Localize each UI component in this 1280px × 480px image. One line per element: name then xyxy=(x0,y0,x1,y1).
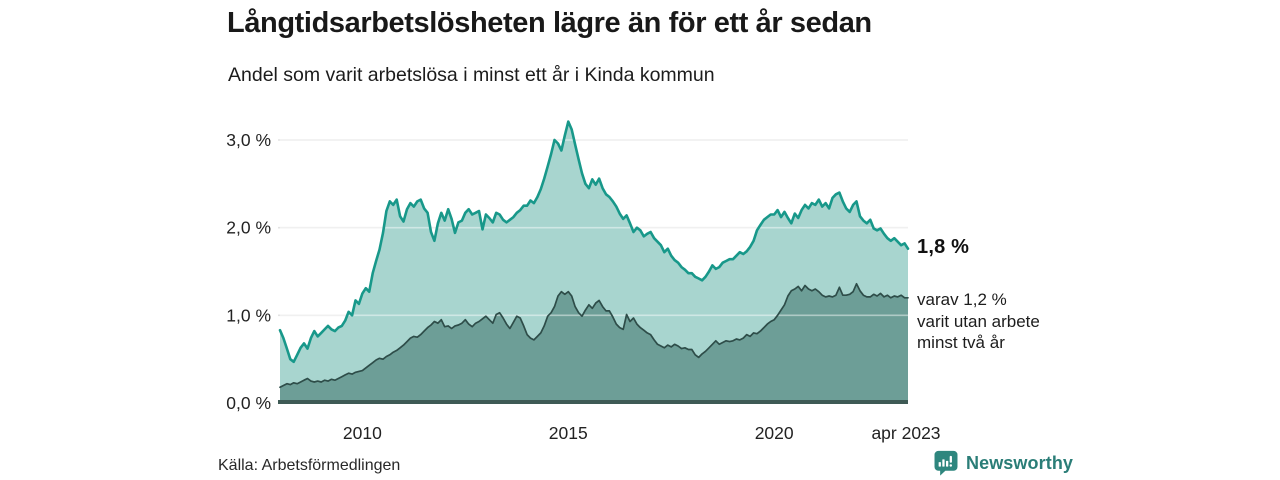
chart-title: Långtidsarbetslösheten lägre än för ett … xyxy=(227,7,872,39)
source-attribution: Källa: Arbetsförmedlingen xyxy=(218,457,401,474)
y-tick-label: 2,0 % xyxy=(226,218,271,238)
x-axis-line xyxy=(278,400,908,404)
series-sub-annotation: varav 1,2 % varit utan arbete minst två … xyxy=(917,289,1040,354)
sub-annotation-line-1: varav 1,2 % xyxy=(917,290,1007,309)
x-tick-label: 2015 xyxy=(549,423,588,443)
series-line-two-years xyxy=(279,282,909,389)
y-tick-label: 0,0 % xyxy=(226,393,271,413)
sub-annotation-line-3: minst två år xyxy=(917,333,1005,352)
newsworthy-brand: Newsworthy xyxy=(933,450,1073,476)
series-line-total xyxy=(278,120,910,364)
newsworthy-bars-bubble-icon xyxy=(934,450,958,476)
series-end-value-label: 1,8 % xyxy=(917,236,970,258)
x-tick-label: 2020 xyxy=(755,423,794,443)
y-tick-label: 3,0 % xyxy=(226,130,271,150)
sub-annotation-line-2: varit utan arbete xyxy=(917,311,1040,331)
x-tick-label: 2010 xyxy=(343,423,382,443)
newsworthy-brand-label: Newsworthy xyxy=(966,452,1074,473)
chart-subtitle: Andel som varit arbetslösa i minst ett å… xyxy=(228,64,715,86)
y-tick-label: 1,0 % xyxy=(226,305,271,325)
series-area-two-years xyxy=(280,283,908,403)
x-tick-label: apr 2023 xyxy=(871,423,940,443)
